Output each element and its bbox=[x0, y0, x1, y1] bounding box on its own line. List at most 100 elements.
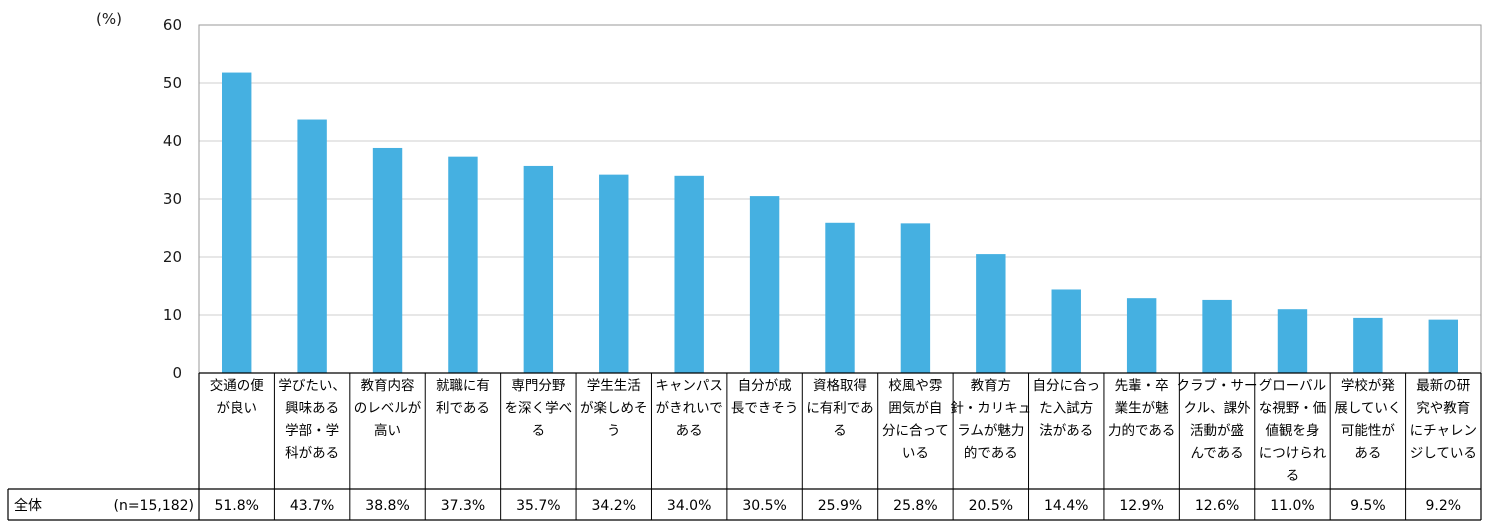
category-label: 資格取得に有利である bbox=[806, 377, 873, 439]
category-label-line: た入試方 bbox=[1039, 401, 1093, 417]
category-label-line: 専門分野 bbox=[511, 378, 565, 394]
category-label-line: 高い bbox=[374, 422, 401, 439]
gridlines bbox=[198, 24, 1482, 374]
bar bbox=[749, 196, 780, 373]
category-label-line: のレベルが bbox=[354, 401, 422, 417]
category-label-line: 学びたい、 bbox=[278, 378, 346, 394]
category-label: 最新の研究や教育にチャレンジしている bbox=[1410, 378, 1477, 462]
category-label-line: な視野・価 bbox=[1259, 401, 1327, 417]
value-label: 25.9% bbox=[818, 498, 862, 514]
category-label: 自分に合った入試方法がある bbox=[1032, 378, 1100, 439]
category-label-line: 教育内容 bbox=[361, 377, 415, 394]
y-tick-label: 10 bbox=[163, 306, 182, 324]
y-tick-label: 40 bbox=[163, 132, 182, 150]
bar bbox=[900, 223, 931, 373]
category-label-line: ラムが魅力 bbox=[957, 423, 1024, 439]
category-label-line: 交通の便 bbox=[210, 377, 264, 394]
category-label-line: が良い bbox=[216, 401, 257, 417]
category-label-line: 学生生活 bbox=[587, 378, 641, 394]
category-label-line: 自分に合っ bbox=[1032, 378, 1100, 394]
bar bbox=[976, 254, 1006, 373]
category-label-line: ジしている bbox=[1410, 446, 1477, 462]
bar bbox=[1428, 319, 1458, 373]
category-label-line: る bbox=[532, 423, 546, 439]
category-label-line: にチャレン bbox=[1410, 423, 1477, 439]
bars bbox=[222, 72, 1458, 373]
value-label: 35.7% bbox=[516, 498, 560, 514]
category-label: 交通の便が良い bbox=[210, 377, 264, 417]
category-label-line: クル、課外 bbox=[1184, 401, 1252, 417]
data-table: 交通の便が良い学びたい、興味ある学部・学科がある教育内容のレベルが高い就職に有利… bbox=[7, 372, 1482, 521]
category-label: 教育内容のレベルが高い bbox=[354, 377, 422, 439]
bar bbox=[1277, 309, 1308, 373]
bar bbox=[372, 147, 403, 373]
category-label-line: 究や教育 bbox=[1416, 401, 1470, 417]
category-label-line: んである bbox=[1190, 446, 1243, 462]
category-label-line: キャンパス bbox=[655, 378, 723, 394]
category-label-line: 教育方 bbox=[971, 378, 1012, 394]
category-label-line: 学校が発 bbox=[1341, 377, 1395, 394]
y-tick-label: 60 bbox=[163, 16, 182, 34]
category-label: グローバルな視野・価値観を身につけられる bbox=[1259, 378, 1327, 484]
category-label-line: 興味ある bbox=[285, 401, 339, 417]
bar bbox=[222, 72, 252, 373]
category-label-line: 活動が盛 bbox=[1190, 423, 1244, 439]
category-label-line: を深く学べ bbox=[505, 401, 573, 417]
y-axis-unit-label: (%) bbox=[96, 10, 122, 28]
category-label-line: 業生が魅 bbox=[1115, 401, 1169, 417]
category-label: 専門分野を深く学べる bbox=[505, 378, 573, 439]
bar bbox=[825, 222, 855, 373]
category-label: 学校が発展していく可能性がある bbox=[1334, 377, 1401, 462]
category-label-line: 先輩・卒 bbox=[1115, 378, 1169, 394]
bar bbox=[1202, 299, 1232, 373]
category-label-line: クラブ・サー bbox=[1177, 377, 1258, 394]
category-label-line: 長できそう bbox=[731, 401, 799, 417]
category-label-line: る bbox=[1286, 468, 1300, 484]
value-label: 9.5% bbox=[1350, 498, 1386, 514]
category-label-line: 可能性が bbox=[1341, 423, 1395, 439]
category-label-line: う bbox=[607, 423, 621, 439]
value-label: 9.2% bbox=[1426, 498, 1462, 514]
category-label-line: 資格取得 bbox=[813, 377, 867, 394]
y-tick-label: 50 bbox=[163, 74, 182, 92]
category-label-line: 分に合って bbox=[882, 423, 949, 439]
category-label-line: いる bbox=[902, 446, 929, 462]
category-label: キャンパスがきれいである bbox=[655, 378, 723, 439]
row-label: 全体 bbox=[14, 497, 42, 514]
bar bbox=[523, 165, 554, 373]
value-label: 25.8% bbox=[893, 498, 937, 514]
category-label: 就職に有利である bbox=[436, 378, 490, 417]
value-label: 38.8% bbox=[365, 498, 409, 514]
category-label-line: 針・カリキュ bbox=[950, 401, 1031, 417]
category-label: 学生生活が楽しめそう bbox=[580, 378, 648, 439]
category-label-line: 就職に有 bbox=[436, 378, 490, 394]
bar bbox=[448, 156, 478, 373]
value-label: 12.6% bbox=[1195, 498, 1239, 514]
category-label-line: が楽しめそ bbox=[580, 401, 648, 417]
bar bbox=[599, 174, 629, 373]
bar bbox=[1353, 317, 1383, 373]
category-label-line: 学部・学 bbox=[285, 423, 339, 439]
category-label-line: に有利であ bbox=[806, 401, 873, 417]
category-label-line: ある bbox=[1354, 446, 1381, 462]
bar bbox=[297, 119, 327, 373]
bar bbox=[674, 175, 704, 373]
category-label-line: 科がある bbox=[285, 446, 339, 462]
y-tick-label: 30 bbox=[163, 190, 182, 208]
value-label: 30.5% bbox=[742, 498, 786, 514]
bar bbox=[1051, 289, 1081, 373]
category-label: 学びたい、興味ある学部・学科がある bbox=[278, 378, 346, 462]
category-label: 先輩・卒業生が魅力的である bbox=[1108, 378, 1175, 439]
sample-size-label: (n=15,182) bbox=[113, 498, 194, 514]
value-label: 11.0% bbox=[1270, 498, 1314, 514]
value-label: 14.4% bbox=[1044, 498, 1088, 514]
value-label: 34.0% bbox=[667, 498, 711, 514]
category-label-line: 的である bbox=[964, 446, 1018, 462]
category-label-line: 囲気が自 bbox=[888, 401, 942, 417]
value-label: 37.3% bbox=[441, 498, 485, 514]
value-label: 43.7% bbox=[290, 498, 334, 514]
category-label-line: グローバル bbox=[1259, 378, 1326, 394]
y-tick-label: 0 bbox=[172, 364, 182, 382]
category-label-line: 法がある bbox=[1039, 423, 1093, 439]
